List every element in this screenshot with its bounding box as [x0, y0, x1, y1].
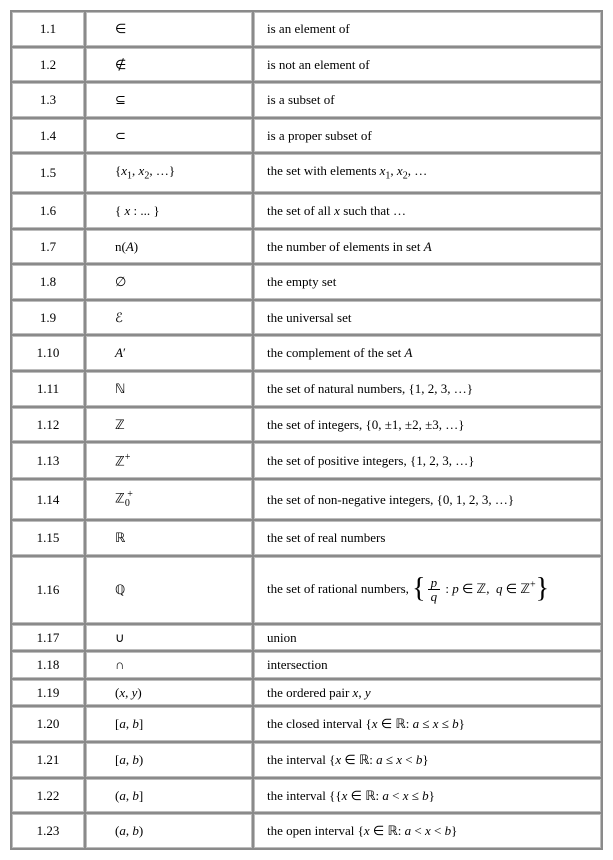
- row-symbol: ℝ: [86, 521, 252, 555]
- row-description: the set of integers, {0, ±1, ±2, ±3, …}: [254, 408, 601, 442]
- table-row: 1.12ℤthe set of integers, {0, ±1, ±2, ±3…: [12, 408, 601, 442]
- row-symbol: ∈: [86, 12, 252, 46]
- table-row: 1.4⊂is a proper subset of: [12, 119, 601, 153]
- table-row: 1.13ℤ+the set of positive integers, {1, …: [12, 443, 601, 478]
- notation-table: 1.1∈is an element of1.2∉is not an elemen…: [10, 10, 603, 850]
- row-description: the set of non-negative integers, {0, 1,…: [254, 480, 601, 519]
- row-description: is an element of: [254, 12, 601, 46]
- row-number: 1.23: [12, 814, 84, 848]
- row-symbol: [a, b): [86, 743, 252, 777]
- row-number: 1.15: [12, 521, 84, 555]
- table-row: 1.6{ x : ... }the set of all x such that…: [12, 194, 601, 228]
- row-description: union: [254, 625, 601, 651]
- row-symbol: {x1, x2, …}: [86, 154, 252, 192]
- row-description: the set with elements x1, x2, …: [254, 154, 601, 192]
- row-number: 1.7: [12, 230, 84, 264]
- row-symbol: ℤ+: [86, 443, 252, 478]
- row-description: is a proper subset of: [254, 119, 601, 153]
- row-description: the ordered pair x, y: [254, 680, 601, 706]
- row-symbol: ℕ: [86, 372, 252, 406]
- row-number: 1.8: [12, 265, 84, 299]
- row-symbol: { x : ... }: [86, 194, 252, 228]
- table-row: 1.18∩intersection: [12, 652, 601, 678]
- row-number: 1.1: [12, 12, 84, 46]
- row-number: 1.21: [12, 743, 84, 777]
- row-description: is a subset of: [254, 83, 601, 117]
- table-row: 1.15ℝthe set of real numbers: [12, 521, 601, 555]
- table-row: 1.7n(A)the number of elements in set A: [12, 230, 601, 264]
- table-row: 1.8∅the empty set: [12, 265, 601, 299]
- row-number: 1.19: [12, 680, 84, 706]
- row-description: the open interval {x ∈ ℝ: a < x < b}: [254, 814, 601, 848]
- row-symbol: (a, b]: [86, 779, 252, 813]
- row-description: the universal set: [254, 301, 601, 335]
- row-symbol: ⊆: [86, 83, 252, 117]
- row-number: 1.20: [12, 707, 84, 741]
- row-description: the number of elements in set A: [254, 230, 601, 264]
- table-row: 1.14ℤ +0the set of non-negative integers…: [12, 480, 601, 519]
- row-number: 1.2: [12, 48, 84, 82]
- row-description: the interval {{x ∈ ℝ: a < x ≤ b}: [254, 779, 601, 813]
- row-description: intersection: [254, 652, 601, 678]
- row-symbol: ∅: [86, 265, 252, 299]
- table-row: 1.22(a, b]the interval {{x ∈ ℝ: a < x ≤ …: [12, 779, 601, 813]
- row-description: the empty set: [254, 265, 601, 299]
- row-number: 1.18: [12, 652, 84, 678]
- row-number: 1.17: [12, 625, 84, 651]
- row-symbol: ℚ: [86, 557, 252, 623]
- row-description: the closed interval {x ∈ ℝ: a ≤ x ≤ b}: [254, 707, 601, 741]
- row-number: 1.14: [12, 480, 84, 519]
- table-row: 1.9ℰthe universal set: [12, 301, 601, 335]
- table-row: 1.20[a, b]the closed interval {x ∈ ℝ: a …: [12, 707, 601, 741]
- table-row: 1.11ℕthe set of natural numbers, {1, 2, …: [12, 372, 601, 406]
- table-row: 1.5{x1, x2, …}the set with elements x1, …: [12, 154, 601, 192]
- row-number: 1.13: [12, 443, 84, 478]
- row-number: 1.10: [12, 336, 84, 370]
- row-number: 1.3: [12, 83, 84, 117]
- row-symbol: ℰ: [86, 301, 252, 335]
- table-row: 1.23(a, b)the open interval {x ∈ ℝ: a < …: [12, 814, 601, 848]
- row-symbol: ∪: [86, 625, 252, 651]
- row-symbol: [a, b]: [86, 707, 252, 741]
- row-description: the set of real numbers: [254, 521, 601, 555]
- row-symbol: ∉: [86, 48, 252, 82]
- row-description: the set of all x such that …: [254, 194, 601, 228]
- row-description: the interval {x ∈ ℝ: a ≤ x < b}: [254, 743, 601, 777]
- row-number: 1.22: [12, 779, 84, 813]
- row-number: 1.4: [12, 119, 84, 153]
- row-number: 1.16: [12, 557, 84, 623]
- row-description: the set of positive integers, {1, 2, 3, …: [254, 443, 601, 478]
- table-row: 1.21[a, b)the interval {x ∈ ℝ: a ≤ x < b…: [12, 743, 601, 777]
- table-row: 1.17∪union: [12, 625, 601, 651]
- row-symbol: (a, b): [86, 814, 252, 848]
- row-symbol: A′: [86, 336, 252, 370]
- row-symbol: ℤ: [86, 408, 252, 442]
- row-description: the set of natural numbers, {1, 2, 3, …}: [254, 372, 601, 406]
- table-row: 1.19(x, y)the ordered pair x, y: [12, 680, 601, 706]
- row-number: 1.12: [12, 408, 84, 442]
- table-row: 1.16ℚthe set of rational numbers, {pq : …: [12, 557, 601, 623]
- table-row: 1.1∈is an element of: [12, 12, 601, 46]
- row-description: is not an element of: [254, 48, 601, 82]
- row-symbol: ⊂: [86, 119, 252, 153]
- row-symbol: (x, y): [86, 680, 252, 706]
- row-symbol: ∩: [86, 652, 252, 678]
- table-row: 1.10A′the complement of the set A: [12, 336, 601, 370]
- row-number: 1.9: [12, 301, 84, 335]
- table-row: 1.3⊆is a subset of: [12, 83, 601, 117]
- row-description: the set of rational numbers, {pq : p ∈ ℤ…: [254, 557, 601, 623]
- table-row: 1.2∉is not an element of: [12, 48, 601, 82]
- row-symbol: ℤ +0: [86, 480, 252, 519]
- row-description: the complement of the set A: [254, 336, 601, 370]
- row-number: 1.5: [12, 154, 84, 192]
- row-symbol: n(A): [86, 230, 252, 264]
- row-number: 1.6: [12, 194, 84, 228]
- row-number: 1.11: [12, 372, 84, 406]
